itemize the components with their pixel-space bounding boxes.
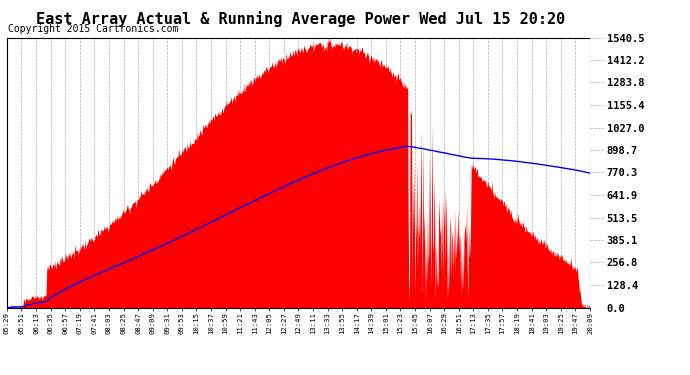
Text: Copyright 2015 Cartronics.com: Copyright 2015 Cartronics.com — [8, 24, 179, 34]
Text: East Array  (DC Watts): East Array (DC Watts) — [534, 20, 653, 28]
Text: Average  (DC Watts): Average (DC Watts) — [401, 20, 503, 28]
Text: East Array Actual & Running Average Power Wed Jul 15 20:20: East Array Actual & Running Average Powe… — [35, 11, 565, 27]
